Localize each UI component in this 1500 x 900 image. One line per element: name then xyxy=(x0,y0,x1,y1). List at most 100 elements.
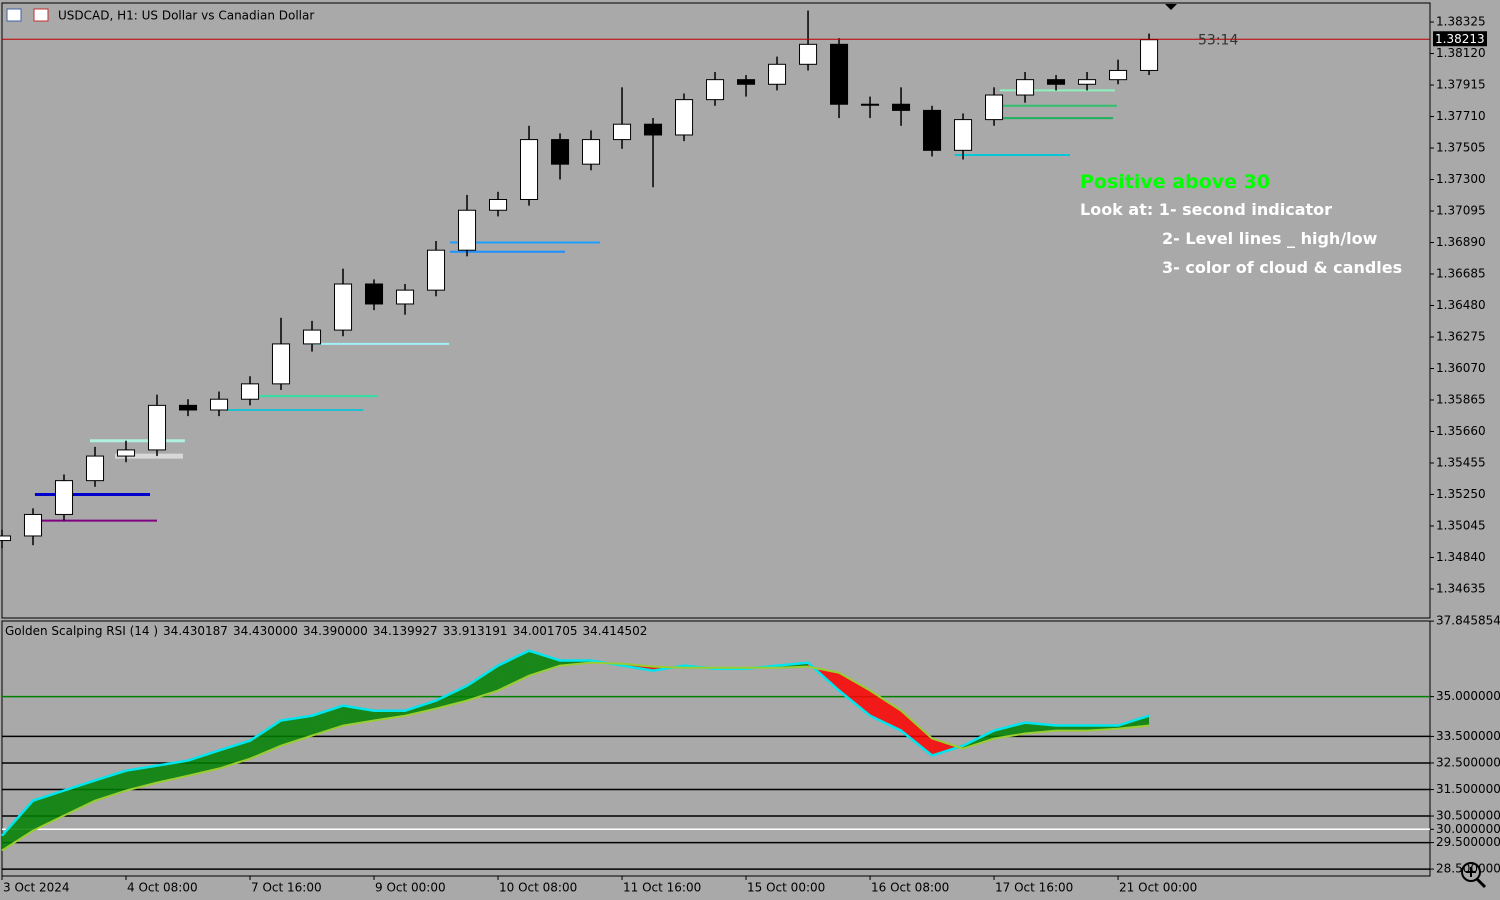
candle-body xyxy=(23,513,43,537)
cloud-segment xyxy=(839,672,871,716)
menu-icon[interactable] xyxy=(6,8,22,22)
y-tick-label: 1.34840 xyxy=(1436,550,1486,564)
bar-countdown: 53:14 xyxy=(1198,32,1238,48)
x-tick-label: 11 Oct 16:00 xyxy=(623,881,701,895)
candle-body xyxy=(737,79,756,85)
candle-body xyxy=(85,455,105,482)
y-tick-label: 1.37300 xyxy=(1436,172,1486,186)
candle-body xyxy=(147,404,167,451)
y-tick-label: 1.35455 xyxy=(1436,455,1486,469)
chart-title: USDCAD, H1: US Dollar vs Canadian Dollar xyxy=(58,9,314,23)
candle-body xyxy=(240,383,260,400)
candle-body xyxy=(1140,39,1159,71)
candle-body xyxy=(178,404,198,411)
y-tick-label: 1.36275 xyxy=(1436,330,1486,344)
y-tick-label: 1.37710 xyxy=(1436,109,1486,123)
candle-body xyxy=(488,198,508,211)
cloud-segment xyxy=(281,715,313,746)
candle-body xyxy=(923,109,942,151)
x-tick-label: 7 Oct 16:00 xyxy=(251,881,322,895)
cloud-segment xyxy=(932,738,964,756)
y-tick-label: 31.500000 xyxy=(1436,782,1500,796)
y-tick-label: 1.38120 xyxy=(1436,46,1486,60)
y-tick-label: 1.35660 xyxy=(1436,424,1486,438)
candle-body xyxy=(1109,69,1128,81)
candle-body xyxy=(1047,79,1066,85)
cloud-segment xyxy=(436,685,468,709)
y-tick-label: 30.000000 xyxy=(1436,822,1500,836)
current-price-label: 1.38213 xyxy=(1435,32,1485,46)
y-tick-label: 29.500000 xyxy=(1436,835,1500,849)
annotation: Look at: 1- second indicator xyxy=(1080,200,1333,219)
candle-body xyxy=(799,43,818,65)
y-tick-label: 1.35865 xyxy=(1436,392,1486,406)
candle-body xyxy=(54,480,74,515)
indicator-panel xyxy=(1,620,1431,877)
candle-body xyxy=(675,99,694,136)
cloud-segment xyxy=(312,705,344,736)
y-tick-label: 1.37095 xyxy=(1436,204,1486,218)
y-tick-label: 1.36480 xyxy=(1436,298,1486,312)
x-tick-label: 10 Oct 08:00 xyxy=(499,881,577,895)
candle-body xyxy=(1078,79,1097,85)
candle-body xyxy=(582,139,601,165)
y-tick-label: 32.500000 xyxy=(1436,755,1500,769)
candle-body xyxy=(768,63,787,85)
candle-body xyxy=(892,103,911,111)
cloud-segment xyxy=(529,650,561,676)
x-tick-label: 16 Oct 08:00 xyxy=(871,881,949,895)
x-tick-label: 3 Oct 2024 xyxy=(3,881,70,895)
candle-body xyxy=(364,283,384,305)
annotation: 2- Level lines _ high/low xyxy=(1162,229,1378,248)
cloud-segment xyxy=(901,710,933,756)
shift-marker xyxy=(1165,4,1177,10)
indicator-reading: 34.430187 xyxy=(163,624,228,638)
zoom-icon[interactable] xyxy=(1461,862,1487,889)
candle-body xyxy=(550,139,570,165)
candle-body xyxy=(644,123,663,136)
cloud-segment xyxy=(33,790,65,831)
indicator-reading: 34.139927 xyxy=(372,624,438,638)
y-tick-label: 28.500000 xyxy=(1436,862,1500,876)
annotation: 3- color of cloud & candles xyxy=(1162,258,1403,277)
candle-body xyxy=(613,123,632,141)
candle-body xyxy=(519,139,539,200)
x-tick-label: 21 Oct 00:00 xyxy=(1119,881,1197,895)
rsi-line xyxy=(1,661,1150,852)
candle-body xyxy=(0,535,12,542)
indicator-header: Golden Scalping RSI (14 ) 34.430187 34.430… xyxy=(5,624,647,638)
y-tick-label: 1.37915 xyxy=(1436,78,1486,92)
current-price-box xyxy=(1433,31,1487,47)
candle-body xyxy=(333,283,353,331)
cloud-segment xyxy=(219,740,251,769)
indicator-reading: 34.414502 xyxy=(582,624,648,638)
y-tick-label: 1.35045 xyxy=(1436,518,1486,532)
indicator-reading: 34.390000 xyxy=(302,624,368,638)
y-tick-label: 1.36685 xyxy=(1436,267,1486,281)
candle-body xyxy=(861,103,880,106)
y-tick-label: 33.500000 xyxy=(1436,729,1500,743)
y-tick-label: 1.38325 xyxy=(1436,15,1486,29)
x-tick-label: 4 Oct 08:00 xyxy=(127,881,198,895)
cloud-segment xyxy=(250,720,282,759)
y-tick-label: 1.35250 xyxy=(1436,487,1486,501)
cloud-segment xyxy=(374,710,406,721)
candle-body xyxy=(209,398,229,411)
indicator-reading: 34.001705 xyxy=(512,624,578,638)
y-tick-label: 1.37505 xyxy=(1436,141,1486,155)
candle-body xyxy=(271,343,291,385)
x-tick-label: 9 Oct 00:00 xyxy=(375,881,446,895)
price-panel xyxy=(1,2,1431,619)
cloud-segment xyxy=(2,800,34,851)
y-tick-label: 1.36890 xyxy=(1436,235,1486,249)
y-tick-label: 1.36070 xyxy=(1436,361,1486,375)
chart-icon[interactable] xyxy=(33,8,49,22)
candle-body xyxy=(954,119,973,151)
candle-body xyxy=(426,249,446,291)
candle-body xyxy=(395,289,415,305)
cloud-segment xyxy=(870,690,902,731)
indicator-reading: 33.913191 xyxy=(442,624,508,638)
x-tick-label: 17 Oct 16:00 xyxy=(995,881,1073,895)
candle-body xyxy=(302,329,322,345)
